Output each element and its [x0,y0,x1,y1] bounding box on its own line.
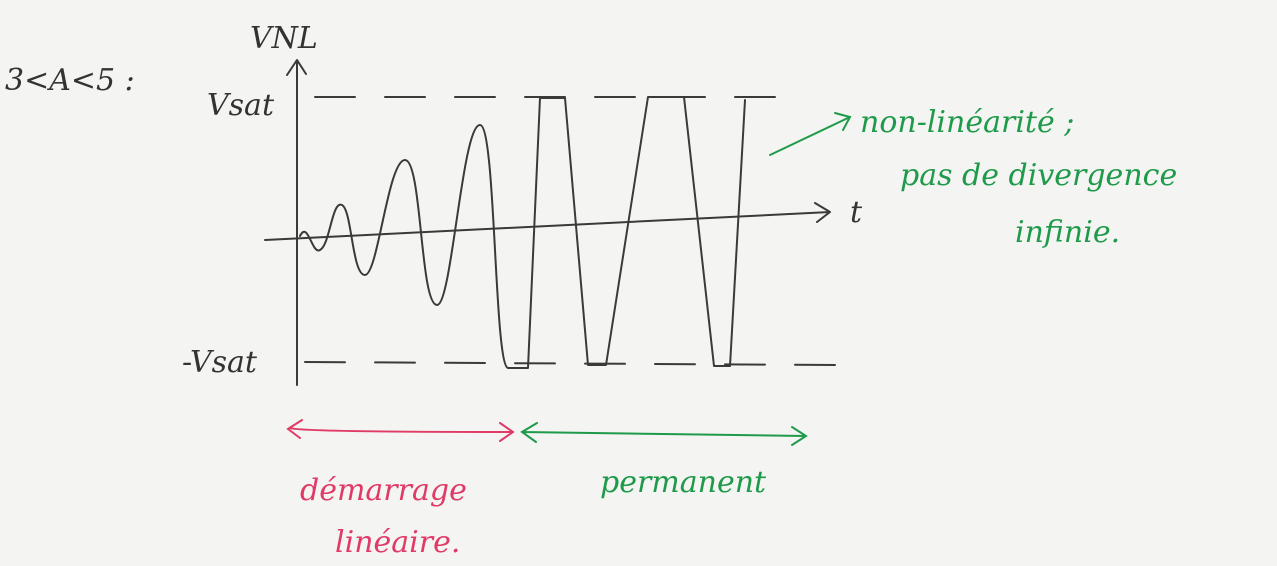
x-axis [264,202,831,241]
steady-label: permanent [600,465,767,500]
startup-arrow [286,419,515,442]
annotation-line: non-linéarité ; [860,105,1074,140]
upper-level-label: Vsat [207,88,275,123]
condition: 3<A<5 : [5,63,135,98]
y-axis [286,59,307,386]
steady-arrow [520,422,808,446]
annotation-line: infinie. [1015,215,1120,250]
lower-level-label: -Vsat [182,345,258,380]
startup-label: démarrage [300,473,467,508]
waveform [299,96,746,369]
annotation-arrow [769,112,852,156]
annotation-line: pas de divergence [900,158,1177,193]
startup-label: linéaire. [335,525,460,560]
y-axis-label: VNL [250,21,318,56]
x-axis-label: t [850,195,863,230]
lower-level-line [304,361,836,366]
